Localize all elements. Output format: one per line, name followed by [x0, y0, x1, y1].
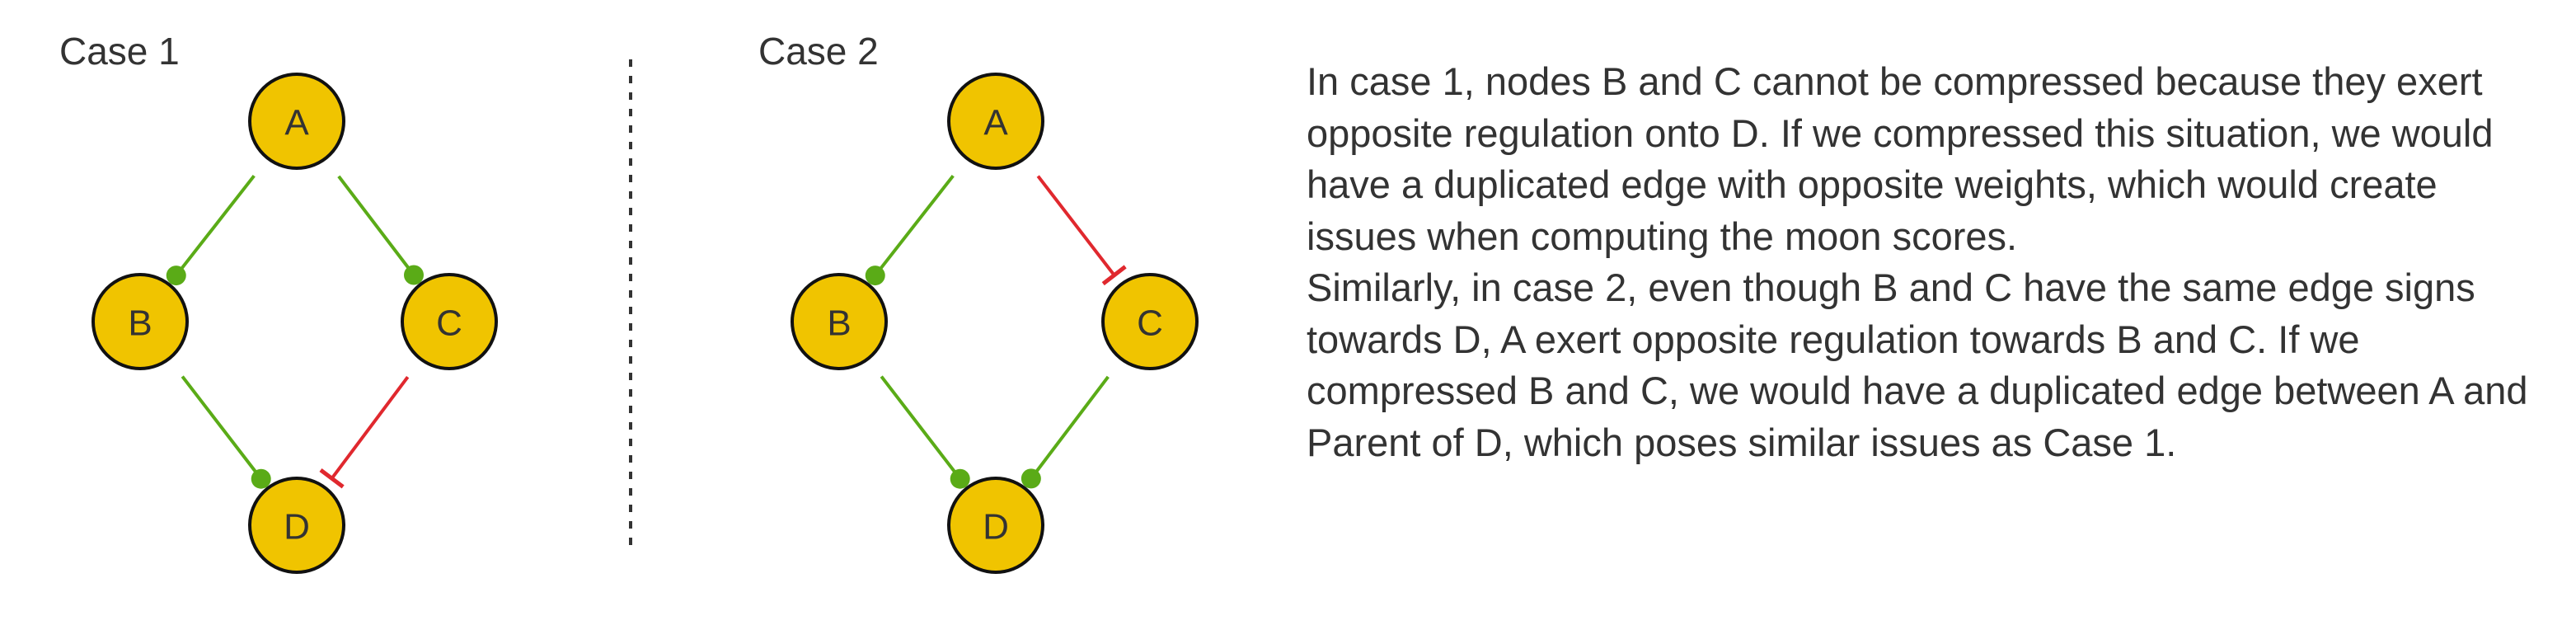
case-2-edge-a-c	[1036, 175, 1127, 286]
case-1-edge-a-b-line	[175, 174, 256, 277]
case-2-edge-b-d-line	[880, 375, 962, 480]
explanation-line: opposite regulation onto D. If we compre…	[1307, 110, 2494, 155]
node-label: C	[436, 303, 462, 344]
case-1-edge-c-d-line	[330, 376, 410, 480]
node-label: C	[1137, 303, 1163, 344]
node-circle	[401, 273, 498, 370]
node-label: B	[827, 303, 851, 344]
explanation-line: issues when computing the moon scores.	[1307, 214, 2018, 258]
explanation-line: Parent of D, which poses similar issues …	[1307, 420, 2177, 464]
case-2-node-d: D	[947, 477, 1044, 574]
node-circle	[1101, 273, 1199, 370]
explanation-line: In case 1, nodes B and C cannot be compr…	[1307, 59, 2483, 103]
case-1-diagram: A B C D	[91, 73, 498, 574]
node-label: D	[284, 507, 310, 548]
case-2-node-b: B	[791, 273, 888, 370]
case-1-edge-c-d	[319, 376, 410, 489]
activation-arrowhead	[166, 266, 186, 286]
activation-arrowhead	[865, 266, 885, 286]
node-circle	[947, 73, 1044, 170]
case-1-edge-a-c	[337, 175, 424, 285]
explanation-line: have a duplicated edge with opposite wei…	[1307, 162, 2438, 206]
case-2-title: Case 2	[758, 30, 879, 73]
case-1-node-d: D	[248, 477, 345, 574]
case-1-edge-b-d-line	[181, 375, 263, 480]
node-label: D	[983, 507, 1009, 548]
node-label: B	[128, 303, 152, 344]
case-1-node-c: C	[401, 273, 498, 370]
node-circle	[791, 273, 888, 370]
node-label: A	[983, 103, 1008, 143]
case-2-edge-c-d	[1021, 375, 1110, 489]
explanation-paragraph-1: In case 1, nodes B and C cannot be compr…	[1307, 56, 2560, 262]
case-2-edge-a-b-line	[874, 174, 955, 277]
activation-arrowhead	[403, 265, 424, 285]
network-diagrams: Case 1 Case 2 A B C D A B C D	[59, 30, 1199, 574]
case-2-edge-a-c-line	[1036, 175, 1116, 276]
explanation-line: Similarly, in case 2, even though B and …	[1307, 266, 2475, 309]
case-2-node-a: A	[947, 73, 1044, 170]
explanation-line: towards D, A exert opposite regulation t…	[1307, 317, 2360, 361]
explanation-panel: In case 1, nodes B and C cannot be compr…	[1307, 56, 2560, 468]
node-circle	[91, 273, 189, 370]
case-2-node-c: C	[1101, 273, 1199, 370]
inhibition-bar	[1101, 265, 1127, 286]
case-2-edge-a-b	[865, 174, 955, 286]
node-circle	[248, 477, 345, 574]
activation-arrowhead	[251, 468, 271, 489]
activation-arrowhead	[1021, 468, 1041, 489]
case-1-edge-b-d	[181, 375, 271, 489]
node-circle	[248, 73, 345, 170]
inhibition-bar	[319, 468, 345, 489]
node-circle	[947, 477, 1044, 574]
case-2-diagram: A B C D	[791, 73, 1199, 574]
case-2-edge-c-d-line	[1030, 375, 1110, 480]
case-1-edge-a-c-line	[337, 175, 415, 276]
case-2-edge-b-d	[880, 375, 970, 489]
node-label: A	[284, 103, 309, 143]
case-1-edge-a-b	[166, 174, 256, 286]
explanation-paragraph-2: Similarly, in case 2, even though B and …	[1307, 262, 2560, 468]
case-1-title: Case 1	[59, 30, 180, 73]
case-1-node-b: B	[91, 273, 189, 370]
activation-arrowhead	[950, 468, 970, 489]
case-1-node-a: A	[248, 73, 345, 170]
explanation-line: compressed B and C, we would have a dupl…	[1307, 369, 2528, 412]
